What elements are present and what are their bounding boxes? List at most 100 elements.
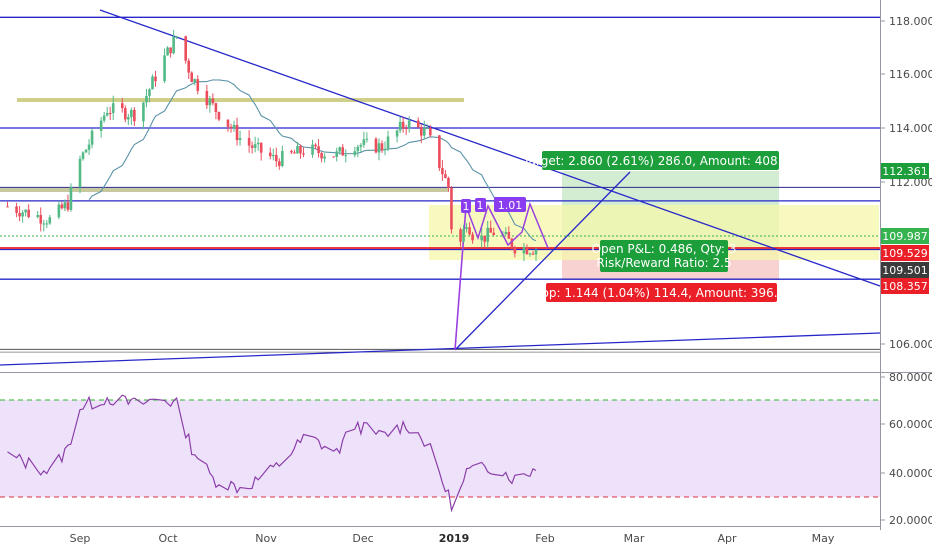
candle-body (441, 168, 444, 175)
position-info-label[interactable]: Open P&L: 0.486, Qty: 3 Risk/Reward Rati… (592, 240, 737, 272)
candle-body (386, 136, 390, 149)
candle-body (275, 154, 278, 162)
candle-body (45, 223, 49, 225)
candle-body (90, 130, 94, 145)
pattern-label-2-box (475, 198, 486, 212)
candle-body (42, 223, 46, 225)
badge-stop: 108.357 (882, 280, 928, 293)
candle-body (534, 250, 538, 255)
stop-label-box (546, 283, 777, 302)
pattern-label-3: 1.01 (494, 197, 526, 212)
candle-body (419, 127, 423, 136)
candle-body (459, 229, 462, 242)
risk-reward-text: Risk/Reward Ratio: 2.5 (596, 256, 731, 270)
candle-body (145, 95, 148, 103)
candle-body (175, 36, 178, 38)
candle-body (18, 212, 21, 217)
candle-body (317, 146, 320, 153)
target-label-box (542, 151, 779, 170)
badge-entry-box (881, 262, 929, 278)
target-label[interactable]: Target: 2.860 (2.61%) 286.0, Amount: 408… (522, 151, 797, 170)
horizontal-levels (0, 16, 880, 353)
badge-target: 112.361 (882, 165, 928, 178)
candle-body (465, 227, 468, 229)
badge-stop-box (881, 278, 929, 294)
time-label-nov: Nov (255, 532, 277, 545)
candle-body (99, 120, 103, 131)
candle-body (429, 127, 432, 136)
candle-body (359, 144, 363, 147)
candle-body (507, 232, 511, 239)
candle-body (208, 98, 212, 106)
candle-body (450, 187, 453, 230)
candle-body (214, 103, 218, 112)
candle-body (172, 36, 175, 54)
candle-body (142, 102, 145, 122)
candle-body (69, 187, 73, 210)
candle-body (422, 128, 426, 136)
candle-body (250, 145, 254, 148)
time-label-feb: Feb (535, 532, 554, 545)
rsi-pane[interactable] (0, 394, 880, 513)
candle-body (226, 119, 230, 127)
stop-label[interactable]: Stop: 1.144 (1.04%) 114.4, Amount: 396.5… (529, 283, 793, 302)
candle-body (293, 152, 296, 154)
pattern-label-3-box (494, 197, 526, 212)
candle-body (193, 79, 197, 83)
badge-red-level: 109.529 (882, 247, 928, 260)
candle-body (6, 206, 9, 208)
price-tick-106: 106.000 (889, 338, 932, 351)
candle-body (504, 232, 508, 235)
candle-body (15, 206, 18, 213)
candle-body (489, 227, 493, 233)
price-pane[interactable] (0, 9, 881, 366)
candle-body (24, 209, 27, 213)
candle-body (247, 138, 251, 146)
badge-red-box (881, 245, 929, 261)
candle-body (528, 253, 532, 255)
candle-body (447, 177, 450, 188)
price-badges: 112.361 109.987 109.529 109.501 108.357 (881, 163, 929, 294)
candle-body (87, 144, 91, 150)
candle-body (271, 154, 275, 157)
candle-body (338, 147, 342, 152)
candle-body (353, 151, 357, 156)
time-label-apr: Apr (717, 532, 737, 545)
target-label-text: Target: 2.860 (2.61%) 286.0, Amount: 408… (522, 154, 796, 168)
open-pl-text: Open P&L: 0.486, Qty: 3 (592, 242, 737, 256)
pattern-lines (465, 201, 549, 249)
candle-body (21, 212, 24, 217)
rsi-tick-60: 60.0000 (889, 418, 932, 431)
rsi-band (0, 400, 880, 497)
candle-body (48, 217, 52, 224)
candle-body (84, 149, 88, 153)
price-axis[interactable]: 118.000 116.000 114.000 112.000 106.000 (880, 15, 932, 351)
candle-body (184, 36, 187, 61)
candle-body (356, 146, 360, 152)
rsi-axis[interactable]: 80.0000 60.0000 40.0000 20.0000 (880, 371, 932, 527)
candle-body (444, 174, 447, 178)
pattern-zigzag (465, 201, 549, 249)
time-label-oct: Oct (158, 532, 178, 545)
candle-body (66, 202, 70, 210)
candle-body (290, 150, 293, 153)
candle-body (166, 47, 169, 56)
candle-body (281, 150, 284, 166)
candle-body (395, 130, 399, 137)
candle-body (60, 204, 64, 209)
candle-body (111, 103, 115, 114)
candle-body (169, 47, 172, 54)
candle-body (374, 138, 378, 153)
candle-body (383, 148, 387, 151)
candle-body (471, 234, 474, 241)
candle-body (268, 152, 272, 157)
candle-body (148, 89, 151, 96)
price-tick-114: 114.000 (889, 122, 932, 135)
candle-body (154, 76, 157, 82)
candle-body (335, 151, 338, 157)
rising-trendline (454, 171, 631, 351)
candle-body (362, 139, 366, 145)
time-axis[interactable]: Sep Oct Nov Dec 2019 Feb Mar Apr May (70, 532, 835, 545)
candle-body (299, 146, 302, 154)
